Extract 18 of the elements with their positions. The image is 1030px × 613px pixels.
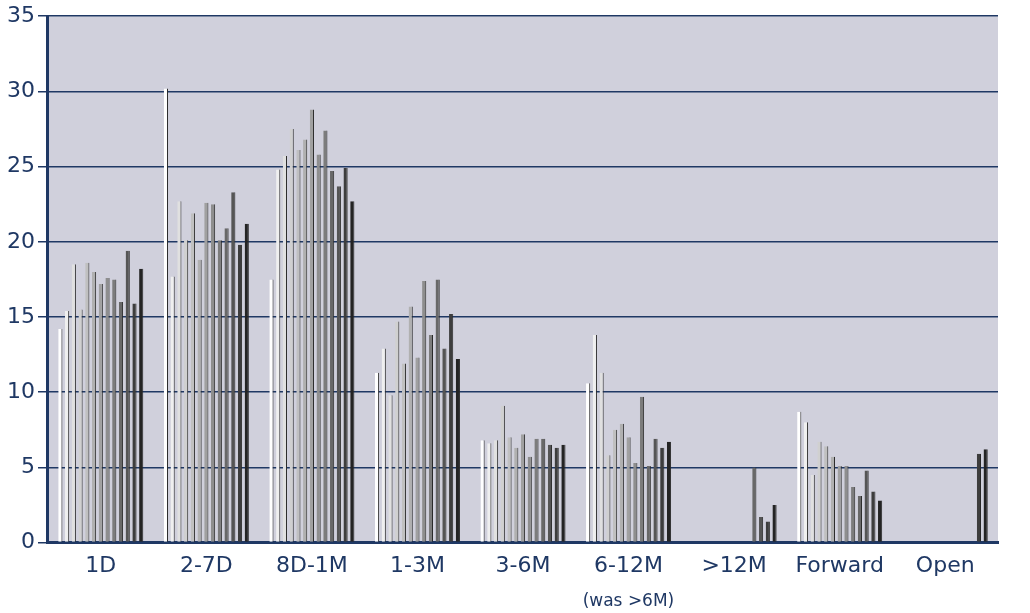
x-tick-label: 6-12M [594,551,664,577]
x-tick-label: >12M [701,551,767,577]
y-tick-label: 10 [6,377,35,403]
x-tick-label: 8D-1M [275,551,348,577]
y-tick-label: 35 [6,1,35,27]
x-tick-label: Open [915,551,975,577]
x-tick-label: Forward [795,551,884,577]
x-tick-label: 2-7D [179,551,233,577]
x-tick-label: 1-3M [389,551,445,577]
y-tick-label: 30 [6,77,35,103]
x-tick-label: 1D [85,551,117,577]
y-tick-label: 20 [6,227,35,253]
y-tick-label: 5 [20,453,35,479]
text: (was >6M) [582,589,675,610]
y-tick-label: 0 [20,528,35,554]
x-tick-label: 3-6M [495,551,551,577]
y-tick-label: 15 [6,302,35,328]
y-tick-label: 25 [6,152,35,178]
